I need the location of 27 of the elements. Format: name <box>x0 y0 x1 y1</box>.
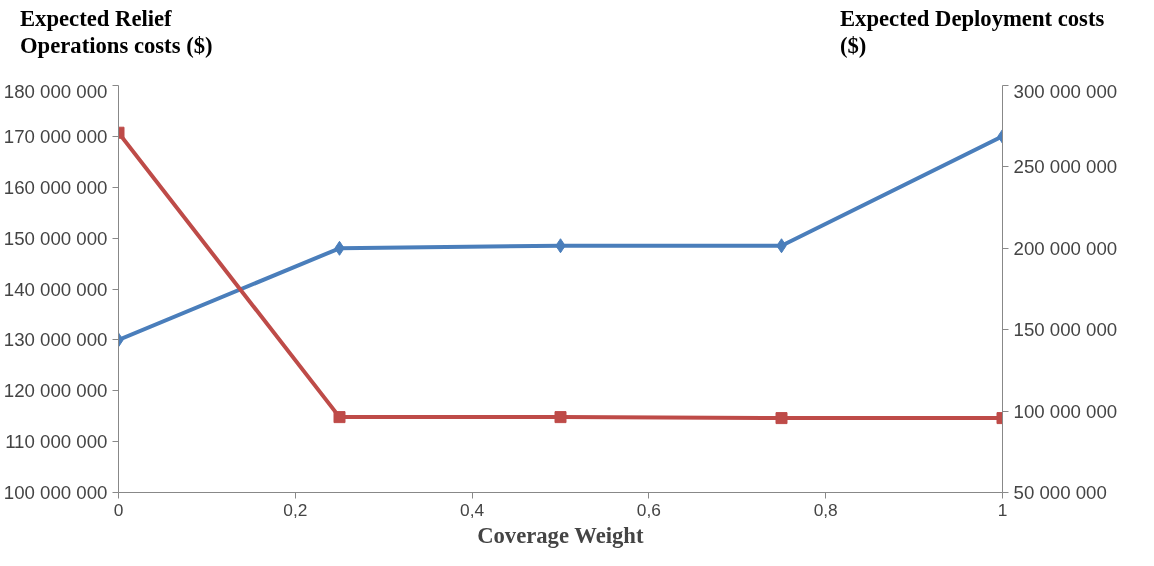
y-tick-label: 150 000 000 <box>3 227 108 249</box>
y2-tick-label: 100 000 000 <box>1013 400 1118 422</box>
y2-tick-label: 300 000 000 <box>1013 80 1118 102</box>
y-tick-label: 140 000 000 <box>3 278 108 300</box>
y-tick-label: 170 000 000 <box>3 125 108 147</box>
y-tick-label: 110 000 000 <box>5 431 108 453</box>
y-tick-label: 100 000 000 <box>3 482 108 503</box>
point <box>554 411 567 424</box>
y-tick-label: 130 000 000 <box>3 329 108 351</box>
y-tick-label: 180 000 000 <box>3 80 108 102</box>
point <box>333 411 346 424</box>
y2-axis-title: Expected Deployment costs ($) <box>840 5 1106 60</box>
point <box>775 412 788 425</box>
y2-tick-label: 250 000 000 <box>1013 156 1118 178</box>
y2-tick-label: 150 000 000 <box>1013 319 1118 341</box>
x-axis-title: Coverage Weight <box>477 522 644 548</box>
y-axis-title: Expected Relief Operations costs ($) <box>20 5 214 60</box>
x-tick-label: 0,2 <box>283 499 308 520</box>
x-tick-label: 0,6 <box>636 499 661 520</box>
x-tick-label: 1 <box>997 499 1008 520</box>
y2-tick-label: 200 000 000 <box>1013 237 1118 259</box>
x-tick-label: 0 <box>113 499 124 520</box>
y2-tick-label: 50 000 000 <box>1013 482 1107 503</box>
x-tick-label: 0,4 <box>460 499 485 520</box>
y-tick-label: 120 000 000 <box>3 380 108 402</box>
y-tick-label: 160 000 000 <box>3 176 108 198</box>
x-tick-label: 0,8 <box>813 499 838 520</box>
